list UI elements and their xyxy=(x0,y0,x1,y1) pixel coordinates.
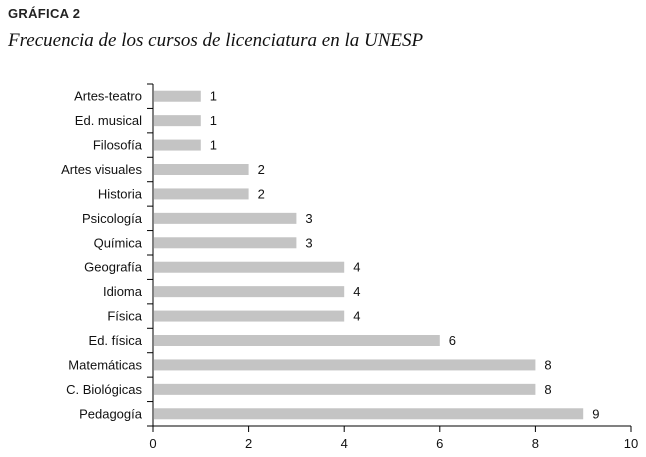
bar xyxy=(154,359,536,371)
category-label: Física xyxy=(107,309,142,324)
data-label: 4 xyxy=(353,309,360,324)
data-label: 8 xyxy=(544,382,551,397)
category-label: Artes-teatro xyxy=(74,89,142,104)
data-label: 3 xyxy=(305,211,312,226)
chart-labels: 0 2 4 6 8 10 Artes-teatro 1 Ed. musical 1 Filosofí… xyxy=(61,89,638,451)
chart-bars xyxy=(154,90,584,420)
category-label: Matemáticas xyxy=(68,357,142,372)
category-label: Artes visuales xyxy=(61,162,142,177)
bar xyxy=(154,188,249,200)
bar xyxy=(154,335,440,346)
data-label: 1 xyxy=(210,89,217,104)
category-label: Ed. musical xyxy=(75,113,142,128)
category-label: Historia xyxy=(98,186,143,201)
bar xyxy=(154,261,345,273)
data-label: 1 xyxy=(210,138,217,153)
data-label: 4 xyxy=(353,284,360,299)
category-label: Química xyxy=(94,235,143,250)
category-label: C. Biológicas xyxy=(66,382,142,397)
x-tick-label: 6 xyxy=(436,436,443,451)
bar xyxy=(154,164,249,175)
data-label: 9 xyxy=(592,406,599,421)
category-label: Pedagogía xyxy=(79,406,143,421)
bar xyxy=(154,383,536,395)
bar xyxy=(154,408,584,420)
chart-title: Frecuencia de los cursos de licenciatura… xyxy=(8,30,424,51)
category-label: Ed. física xyxy=(89,333,143,348)
bar xyxy=(154,310,345,322)
bar xyxy=(154,139,201,151)
bar xyxy=(154,286,345,298)
data-label: 3 xyxy=(305,235,312,250)
category-label: Geografía xyxy=(84,260,143,275)
category-label: Filosofía xyxy=(93,138,143,153)
x-tick-label: 0 xyxy=(149,436,156,451)
x-tick-label: 8 xyxy=(532,436,539,451)
data-label: 4 xyxy=(353,260,360,275)
category-label: Idioma xyxy=(103,284,143,299)
data-label: 2 xyxy=(258,186,265,201)
bar xyxy=(154,237,297,249)
x-tick-label: 10 xyxy=(624,436,638,451)
data-label: 2 xyxy=(258,162,265,177)
chart-axes xyxy=(147,83,632,432)
data-label: 1 xyxy=(210,113,217,128)
bar xyxy=(154,115,201,127)
bar xyxy=(154,212,297,224)
bar xyxy=(154,90,201,102)
x-tick-label: 2 xyxy=(245,436,252,451)
x-tick-label: 4 xyxy=(341,436,348,451)
chart-label: GRÁFICA 2 xyxy=(8,6,81,21)
data-label: 8 xyxy=(544,357,551,372)
data-label: 6 xyxy=(449,333,456,348)
category-label: Psicología xyxy=(82,211,143,226)
